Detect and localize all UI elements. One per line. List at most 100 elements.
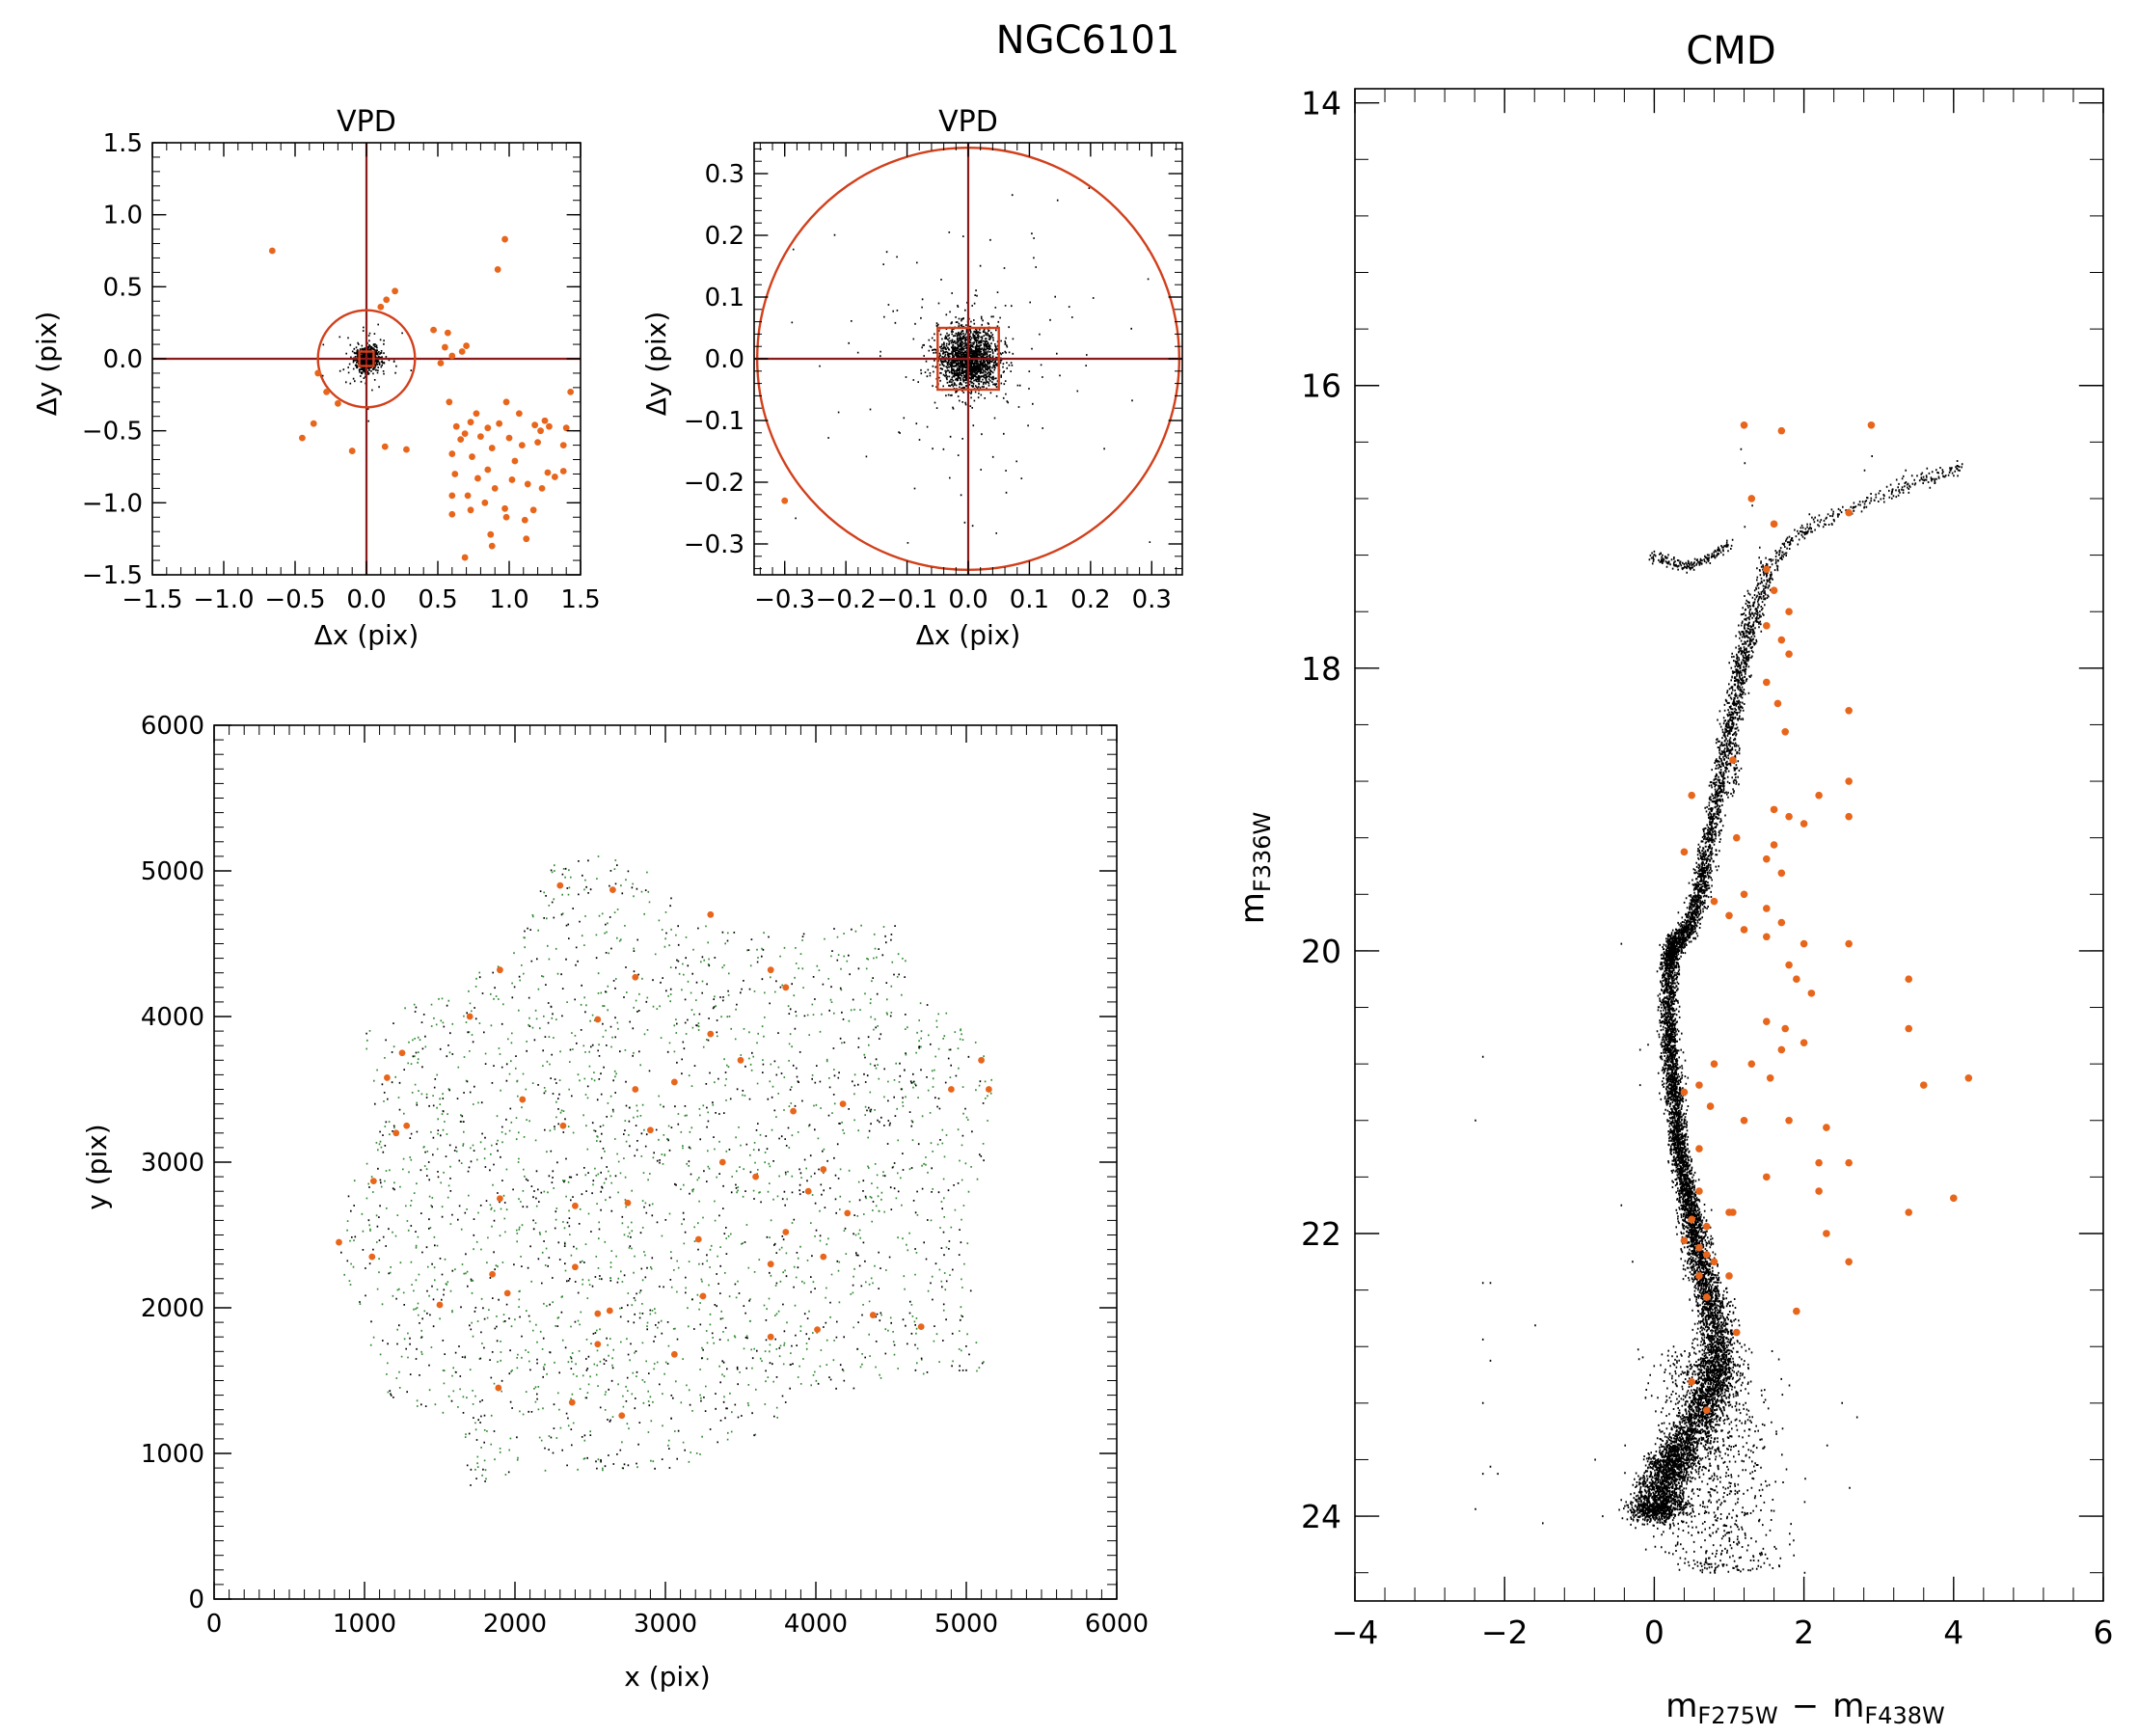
cmd-outlier-point xyxy=(1680,1088,1689,1097)
field-outlier-point xyxy=(466,1013,474,1020)
cmd-x-tick-label: 4 xyxy=(1943,1614,1963,1651)
field-y-tick-label: 5000 xyxy=(141,857,204,886)
field-y-tick-label: 1000 xyxy=(141,1440,204,1469)
field-y-tick-label: 3000 xyxy=(141,1149,204,1178)
vpd_wide-outlier-point xyxy=(437,360,445,366)
cmd-y-tick-label: 18 xyxy=(1301,650,1341,688)
vpd_wide-outlier-point xyxy=(502,398,510,406)
vpd_zoom-y-tick-label: 0.2 xyxy=(705,222,744,251)
field-outlier-point xyxy=(369,1178,377,1185)
field-outlier-point xyxy=(782,984,790,991)
vpd_wide-outlier-point xyxy=(377,303,385,311)
vpd_wide-y-tick-label: 1.5 xyxy=(103,129,143,158)
vpd_zoom-y-tick-label: −0.2 xyxy=(684,469,744,498)
field-x-tick-label: 5000 xyxy=(934,1610,998,1639)
cmd-outlier-point xyxy=(1785,608,1793,616)
field-outlier-point xyxy=(624,1199,632,1207)
cmd-outlier-point xyxy=(1845,508,1853,517)
cmd-outlier-point xyxy=(1770,520,1778,529)
cmd-frame xyxy=(1354,88,2104,1602)
field-outlier-point xyxy=(384,1074,391,1081)
cmd-outlier-point xyxy=(1763,854,1771,863)
field-outlier-point xyxy=(572,1263,579,1271)
vpd_wide-x-tick-label: −1.0 xyxy=(193,585,254,614)
vpd_wide-x-tick-label: 1.5 xyxy=(560,585,600,614)
field-outlier-point xyxy=(986,1086,992,1093)
vpd_wide-outlier-point xyxy=(451,471,459,477)
vpd_wide-outlier-point xyxy=(491,485,499,492)
vpd_wide-outlier-point xyxy=(381,443,389,450)
vpd-wide-panel: VPD Δx (pix) Δy (pix) −1.5 −1.0 −0.5 0.0 0.5… xyxy=(31,105,601,651)
field-x-tick-label: 4000 xyxy=(784,1610,848,1639)
vpd_wide-outlier-point xyxy=(383,296,391,304)
cmd-x-tick-label: −2 xyxy=(1481,1614,1529,1651)
cmd-outlier-point xyxy=(1688,1378,1695,1386)
vpd_wide-outlier-point xyxy=(487,530,495,538)
cmd-outlier-point xyxy=(1688,1215,1695,1224)
cmd-outlier-point xyxy=(1732,1328,1741,1337)
cmd-outlier-point xyxy=(1763,678,1771,687)
cmd-x-tick-label: 6 xyxy=(2094,1614,2114,1651)
cmd-outlier-point xyxy=(1815,791,1823,800)
vpd_wide-outlier-point xyxy=(335,399,341,407)
field-outlier-point xyxy=(670,1078,678,1086)
vpd_wide-outlier-point xyxy=(541,417,549,424)
cmd-outlier-point xyxy=(1695,1081,1703,1089)
cmd-outlier-point xyxy=(1680,1236,1689,1245)
cmd-outlier-point xyxy=(1823,1124,1830,1131)
vpd_wide-y-tick-label: 0.5 xyxy=(103,273,143,302)
vpd_zoom-y-tick-label: 0.0 xyxy=(705,345,744,374)
cmd-outlier-point xyxy=(1785,1116,1793,1125)
field-outlier-point xyxy=(594,1310,602,1317)
vpd_zoom-x-tick-label: −0.1 xyxy=(877,585,937,614)
vpd_wide-outlier-point xyxy=(494,266,501,273)
vpd_wide-outlier-point xyxy=(518,442,526,448)
vpd_wide-outlier-point xyxy=(348,448,356,454)
vpd_wide-outlier-point xyxy=(467,419,474,426)
field-outlier-point xyxy=(707,910,715,918)
cmd-outlier-point xyxy=(1747,495,1756,502)
field-outlier-point xyxy=(556,882,564,889)
cmd-outlier-point xyxy=(1919,1081,1928,1089)
vpd_wide-outlier-point xyxy=(488,445,496,451)
cmd-outlier-point xyxy=(1710,1060,1719,1068)
cmd-outlier-point xyxy=(1815,1158,1823,1167)
field-outlier-point xyxy=(489,1270,496,1278)
field-panel: x (pix) y (pix) 0 1000 2000 3000 4000 5000 600… xyxy=(81,712,1149,1693)
field-ylabel: y (pix) xyxy=(81,1124,113,1209)
vpd-wide-xlabel: Δx (pix) xyxy=(314,619,419,651)
vpd_zoom-x-tick-label: 0.2 xyxy=(1070,585,1110,614)
cmd-outlier-point xyxy=(1845,1258,1853,1266)
vpd_wide-x-tick-label: 1.0 xyxy=(489,585,528,614)
vpd_wide-outlier-point xyxy=(567,388,575,395)
cmd-outlier-point xyxy=(1729,1208,1737,1216)
field-outlier-point xyxy=(790,1107,797,1115)
field-outlier-point xyxy=(767,966,774,974)
cmd-outlier-point xyxy=(1770,841,1778,849)
cmd-ylabel: mF336W xyxy=(1233,812,1276,924)
field-outlier-point xyxy=(767,1333,774,1341)
field-green-stars xyxy=(343,855,992,1480)
cmd-outlier-point xyxy=(1845,777,1853,785)
field-outlier-point xyxy=(632,973,639,981)
cmd-outlier-point xyxy=(1763,1017,1771,1025)
vpd_wide-outlier-point xyxy=(481,499,489,506)
vpd_wide-outlier-point xyxy=(458,348,466,355)
vpd_wide-outlier-point xyxy=(442,343,448,351)
cmd-outlier-point xyxy=(1785,961,1793,969)
vpd_wide-outlier-point xyxy=(521,516,528,524)
cmd-outlier-point xyxy=(1766,1073,1774,1082)
cmd-outlier-point xyxy=(1777,636,1786,644)
field-outlier-point xyxy=(869,1312,877,1318)
field-outlier-point xyxy=(647,1126,654,1134)
cmd-y-tick-label: 24 xyxy=(1301,1498,1341,1535)
cmd-outlier-point xyxy=(1845,939,1853,948)
vpd_wide-outlier-point xyxy=(448,492,456,500)
field-outlier-point xyxy=(839,1100,847,1107)
vpd_wide-outlier-point xyxy=(559,442,567,448)
field-outlier-point xyxy=(844,1209,852,1217)
vpd_wide-outlier-point xyxy=(464,492,472,500)
vpd_wide-selection-circle xyxy=(316,309,417,409)
cmd-outlier-point xyxy=(1695,1272,1703,1280)
vpd_wide-outlier-point xyxy=(430,326,437,334)
